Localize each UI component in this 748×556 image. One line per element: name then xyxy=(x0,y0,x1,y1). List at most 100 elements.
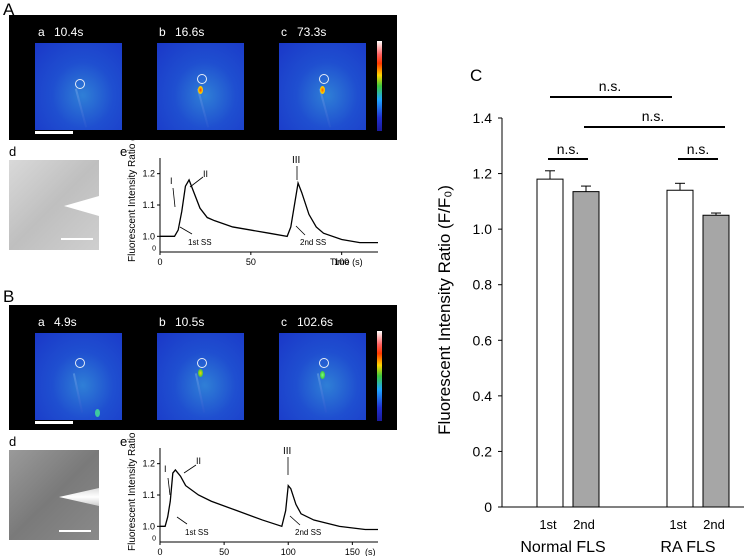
frame-c-letter: c xyxy=(281,25,287,39)
calcium-hotspot xyxy=(95,409,100,417)
y-tick-label: 1.2 xyxy=(142,169,155,179)
trace-label: e xyxy=(120,144,128,159)
y-tick-label: 1.4 xyxy=(473,110,493,126)
frame-b-letter: b xyxy=(159,25,166,39)
annotation-label: III xyxy=(292,155,300,166)
bar xyxy=(702,214,730,508)
scale-bar xyxy=(61,238,93,240)
y-tick-label: 1.0 xyxy=(142,231,155,241)
annotation-label: II xyxy=(196,456,201,466)
panel-b-image-strip: a 4.9s b 10.5s c 102.6s xyxy=(9,305,397,430)
trace-ylabel: Fluorescent Intensity Ratio (F/F₀) xyxy=(127,120,138,262)
annotation-arrow xyxy=(179,226,193,235)
annotation-arrow xyxy=(172,187,176,208)
stimulated-cell-marker xyxy=(197,358,207,368)
y-tick-label: 1.1 xyxy=(142,490,155,500)
y-tick-label: 0 xyxy=(484,499,492,515)
frame-a-letter: a xyxy=(38,315,45,329)
stimulated-cell-marker xyxy=(75,79,85,89)
micropipette xyxy=(64,196,99,216)
scale-bar xyxy=(35,131,73,134)
significance-label: n.s. xyxy=(599,78,622,94)
annotation-label: I xyxy=(170,176,173,186)
frame-c-letter: c xyxy=(281,315,287,329)
calcium-hotspot xyxy=(198,86,203,94)
panel-letter-c: C xyxy=(470,66,482,85)
frame-b-letter: b xyxy=(159,315,166,329)
frame-c-time: 73.3s xyxy=(297,25,327,39)
frame-a-time: 10.4s xyxy=(54,25,84,39)
stimulated-cell-marker xyxy=(319,74,329,84)
frame-a-time: 4.9s xyxy=(54,315,77,329)
x-tick-label: 50 xyxy=(219,547,229,556)
y-axis-label: Fluorescent Intensity Ratio (F/F₀) xyxy=(435,185,454,435)
y-tick-label: 1.2 xyxy=(473,166,493,182)
annotation-arrow xyxy=(176,516,188,525)
annotation-label: 1st SS xyxy=(185,528,209,537)
significance-label: n.s. xyxy=(687,141,710,157)
category-label: 1st xyxy=(539,517,557,532)
annotation-label: 1st SS xyxy=(188,238,212,247)
annotation-label: 2nd SS xyxy=(295,528,321,537)
panel-letter-a: A xyxy=(3,0,15,19)
y-tick-label: 1.0 xyxy=(142,521,155,531)
x-tick-label: 0 xyxy=(157,547,162,556)
annotation-arrow xyxy=(289,515,301,526)
y-tick-label: 0 xyxy=(152,245,156,252)
calcium-image-frame xyxy=(157,333,244,420)
calcium-image-frame xyxy=(279,43,366,130)
calcium-hotspot xyxy=(320,371,325,379)
bar xyxy=(536,178,564,508)
x-tick-label: 150 xyxy=(345,547,360,556)
significance-label: n.s. xyxy=(557,141,580,157)
trace-ylabel: Fluorescent Intensity Ratio (F/F₀) xyxy=(127,409,138,551)
phase-image-label: d xyxy=(9,434,17,449)
trace-label: e xyxy=(120,434,128,449)
x-tick-label: 50 xyxy=(246,257,256,267)
frame-c-time: 102.6s xyxy=(297,315,334,329)
stimulated-cell-marker xyxy=(319,358,329,368)
calcium-image-frame xyxy=(35,43,122,130)
annotation-label: II xyxy=(203,169,208,179)
annotation-arrow xyxy=(183,464,197,474)
x-tick-label: 0 xyxy=(157,257,162,267)
calcium-trace-line xyxy=(160,178,378,244)
y-tick-label: 0.8 xyxy=(473,277,493,293)
category-label: 1st xyxy=(669,517,687,532)
stimulated-cell-marker xyxy=(197,74,207,84)
annotation-label: III xyxy=(283,446,291,457)
bar-chart-c: C 0 0.2 0.4 0.6 0.8 1.0 1.2 1.4 Fluorescent Inten… xyxy=(435,66,744,556)
calcium-image-frame xyxy=(279,333,366,420)
annotation-arrow xyxy=(167,477,171,496)
category-label: 2nd xyxy=(573,517,595,532)
panel-a-image-strip: a 10.4s b 16.6s c 73.3s xyxy=(9,15,397,140)
scale-bar xyxy=(35,421,73,424)
x-axis-label: (s) xyxy=(365,547,376,556)
bar xyxy=(572,191,600,508)
annotation-arrow xyxy=(189,176,204,188)
calcium-image-frame xyxy=(157,43,244,130)
phase-image-label: d xyxy=(9,144,17,159)
significance-label: n.s. xyxy=(642,108,665,124)
intensity-colorbar xyxy=(377,41,382,131)
calcium-hotspot xyxy=(320,86,325,94)
frame-b-time: 16.6s xyxy=(175,25,205,39)
y-tick-label: 0 xyxy=(152,535,156,542)
stimulated-cell-marker xyxy=(75,358,85,368)
y-tick-label: 0.4 xyxy=(473,388,493,404)
scale-bar xyxy=(59,530,91,532)
y-tick-label: 0.6 xyxy=(473,332,493,348)
intensity-colorbar xyxy=(377,331,382,421)
x-tick-label: 100 xyxy=(281,547,296,556)
annotation-arrow xyxy=(295,225,306,236)
y-tick-label: 0.2 xyxy=(473,443,493,459)
frame-a-letter: a xyxy=(38,25,45,39)
x-axis-label: Time (s) xyxy=(330,257,363,267)
calcium-image-frame xyxy=(35,333,122,420)
calcium-trace-line xyxy=(160,468,378,531)
panel-letter-b: B xyxy=(3,287,15,306)
bar xyxy=(666,189,694,508)
y-tick-label: 1.0 xyxy=(473,221,493,237)
